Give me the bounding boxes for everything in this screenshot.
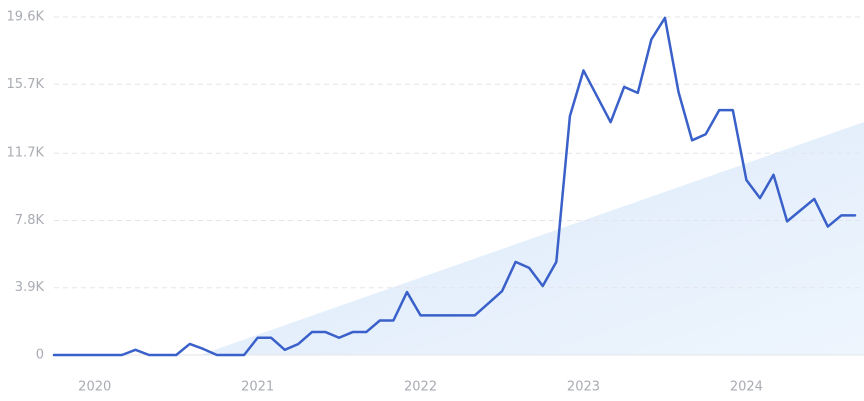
trend-area (200, 122, 864, 355)
x-tick-label: 2024 (730, 380, 763, 395)
y-tick-label: 11.7K (7, 146, 45, 161)
x-tick-label: 2020 (78, 380, 111, 395)
y-tick-label: 19.6K (7, 10, 45, 25)
trend-line (52, 16, 857, 357)
y-tick-label: 0 (36, 348, 44, 363)
y-tick-label: 7.8K (15, 213, 45, 228)
x-tick-label: 2021 (241, 380, 274, 395)
x-tick-label: 2022 (404, 380, 437, 395)
y-tick-label: 3.9K (15, 280, 45, 295)
y-tick-label: 15.7K (7, 77, 45, 92)
x-tick-label: 2023 (567, 380, 600, 395)
